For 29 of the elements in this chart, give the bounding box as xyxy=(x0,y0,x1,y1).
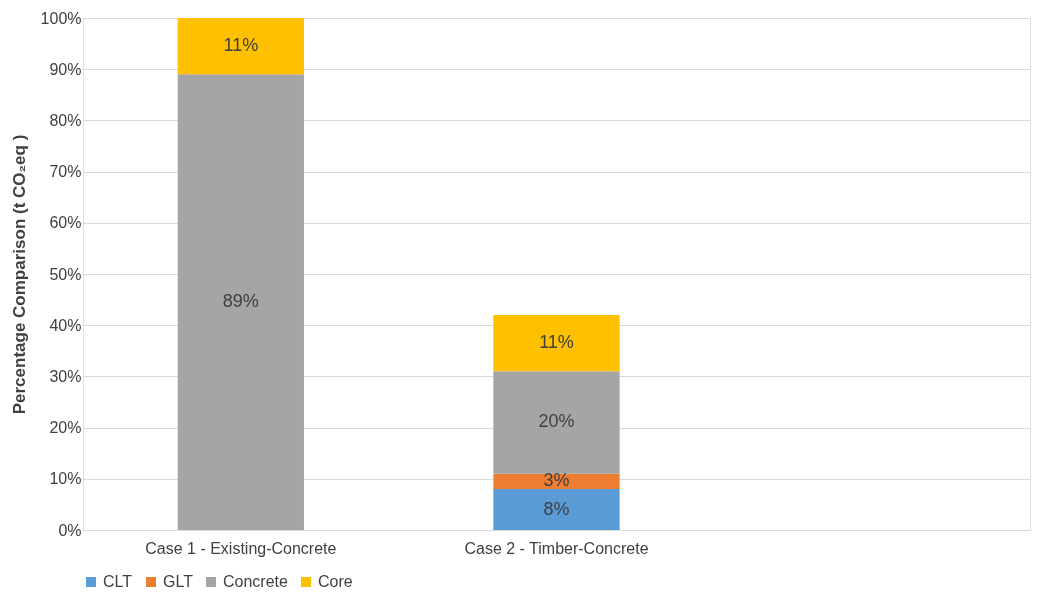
x-tick-label: Case 1 - Existing-Concrete xyxy=(145,539,337,557)
bar xyxy=(493,489,620,530)
data-label: 8% xyxy=(543,498,570,519)
legend-label: Core xyxy=(318,573,353,590)
y-tick-label: 90% xyxy=(49,60,82,78)
y-tick-label: 20% xyxy=(49,419,82,437)
bar xyxy=(493,371,620,474)
y-tick-label: 70% xyxy=(49,163,82,181)
data-label: 11% xyxy=(539,332,574,353)
legend-label: CLT xyxy=(103,573,133,590)
data-label: 20% xyxy=(538,411,575,432)
y-tick-label: 100% xyxy=(40,9,82,27)
y-tick-label: 50% xyxy=(49,265,82,283)
data-label: 89% xyxy=(222,291,259,312)
y-tick-label: 10% xyxy=(49,470,82,488)
bar xyxy=(177,18,304,75)
data-label: 11% xyxy=(223,35,259,56)
x-tick-label: Case 2 - Timber-Concrete xyxy=(464,539,649,557)
y-tick-label: 40% xyxy=(49,316,82,334)
bar xyxy=(177,74,304,530)
legend-label: Concrete xyxy=(223,573,289,590)
y-tick-label: 0% xyxy=(58,521,82,539)
y-tick-label: 30% xyxy=(49,367,82,385)
y-tick-label: 60% xyxy=(49,214,82,232)
data-label: 3% xyxy=(543,470,570,491)
y-tick-label: 80% xyxy=(49,111,82,129)
y-axis-title: Percentage Comparison (t CO₂eq ) xyxy=(9,134,29,415)
bar xyxy=(493,314,620,372)
legend-label: GLT xyxy=(163,573,194,590)
